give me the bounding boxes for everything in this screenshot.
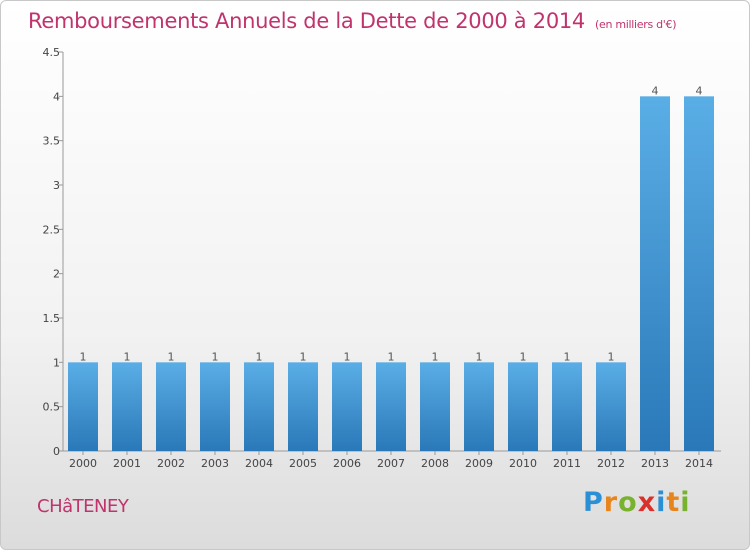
x-tick-label-2005: 2005 [289, 457, 317, 470]
bar-2006 [332, 362, 362, 451]
bar-2010 [508, 362, 538, 451]
bar-2014 [684, 96, 714, 451]
y-tick-label: 0.5 [43, 401, 61, 414]
logo-letter: r [603, 487, 619, 518]
data-label-2001: 1 [124, 350, 131, 363]
logo-letter: i [680, 487, 691, 518]
data-label-2010: 1 [520, 350, 527, 363]
y-tick-label: 2 [53, 268, 60, 281]
data-label-2005: 1 [300, 350, 307, 363]
logo-letter: P [583, 487, 604, 518]
data-label-2009: 1 [476, 350, 483, 363]
bar-2002 [156, 362, 186, 451]
x-tick-label-2000: 2000 [69, 457, 97, 470]
chart-title: Remboursements Annuels de la Dette de 20… [28, 9, 676, 33]
x-tick-label-2012: 2012 [597, 457, 625, 470]
proxiti-logo: Proxiti [583, 487, 691, 518]
y-tick-label: 1 [53, 356, 60, 369]
logo-letter: i [656, 487, 667, 518]
x-tick-label-2003: 2003 [201, 457, 229, 470]
bar-2001 [112, 362, 142, 451]
x-tick-label-2008: 2008 [421, 457, 449, 470]
data-label-2012: 1 [608, 350, 615, 363]
x-tick-label-2011: 2011 [553, 457, 581, 470]
x-tick-label-2010: 2010 [509, 457, 537, 470]
bar-2013 [640, 96, 670, 451]
x-tick-label-2013: 2013 [641, 457, 669, 470]
x-tick-label-2004: 2004 [245, 457, 273, 470]
y-tick-label: 0 [53, 445, 60, 458]
data-label-2002: 1 [168, 350, 175, 363]
data-label-2004: 1 [256, 350, 263, 363]
data-label-2007: 1 [388, 350, 395, 363]
x-tick-label-2009: 2009 [465, 457, 493, 470]
y-tick-label: 1.5 [43, 312, 61, 325]
y-tick-label: 4 [53, 90, 60, 103]
data-label-2006: 1 [344, 350, 351, 363]
y-tick-label: 4.5 [43, 46, 61, 59]
logo-letter: x [637, 487, 657, 518]
chart-title-text: Remboursements Annuels de la Dette de 20… [28, 9, 585, 33]
data-label-2008: 1 [432, 350, 439, 363]
data-label-2013: 4 [652, 84, 659, 97]
bar-2003 [200, 362, 230, 451]
x-tick-label-2014: 2014 [685, 457, 713, 470]
city-name: CHâTENEY [37, 496, 129, 517]
bar-2000 [68, 362, 98, 451]
y-tick-label: 3.5 [43, 135, 61, 148]
x-tick-label-2006: 2006 [333, 457, 361, 470]
data-label-2014: 4 [696, 84, 703, 97]
chart-subtitle: (en milliers d'€) [595, 18, 677, 31]
y-tick-label: 2.5 [43, 223, 61, 236]
bar-2009 [464, 362, 494, 451]
data-label-2000: 1 [80, 350, 87, 363]
bar-2007 [376, 362, 406, 451]
logo-letter: o [618, 487, 638, 518]
x-tick-label-2002: 2002 [157, 457, 185, 470]
bar-2005 [288, 362, 318, 451]
data-label-2011: 1 [564, 350, 571, 363]
y-tick-label: 3 [53, 179, 60, 192]
bar-2011 [552, 362, 582, 451]
x-tick-label-2001: 2001 [113, 457, 141, 470]
data-label-2003: 1 [212, 350, 219, 363]
logo-letter: t [666, 487, 681, 518]
bar-2008 [420, 362, 450, 451]
x-tick-label-2007: 2007 [377, 457, 405, 470]
bar-2004 [244, 362, 274, 451]
bar-2012 [596, 362, 626, 451]
